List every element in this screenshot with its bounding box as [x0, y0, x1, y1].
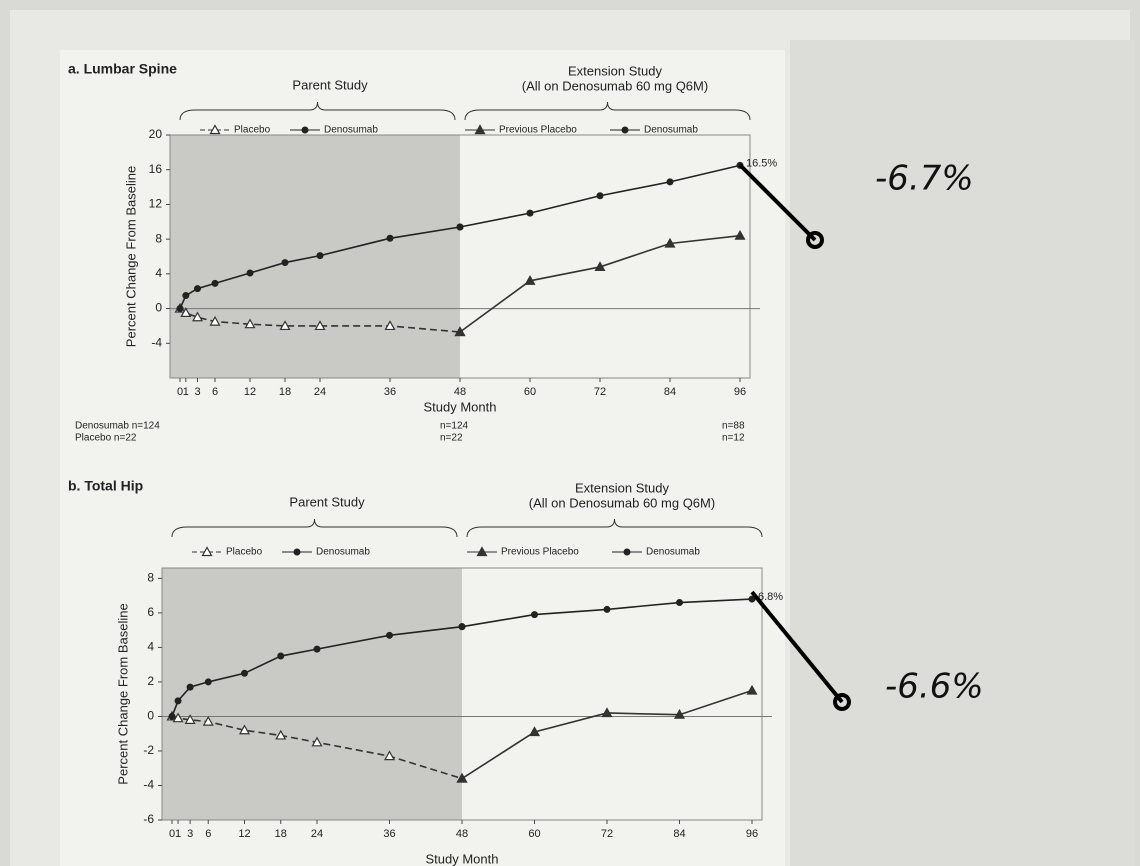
legend-label: Previous Placebo [499, 125, 577, 136]
legend-label: Previous Placebo [501, 547, 579, 558]
x-tick-label: 36 [384, 386, 396, 398]
y-tick-label: 20 [149, 127, 163, 141]
x-tick-label: 3 [187, 828, 193, 840]
page: {"chart_data": [ {"type": "line", "title… [0, 0, 1140, 866]
legend-marker [624, 549, 631, 556]
x-tick-label: 72 [601, 828, 613, 840]
n-label: n=22 [440, 433, 463, 444]
y-tick-label: 0 [147, 709, 154, 723]
legend-label: Denosumab [646, 547, 700, 558]
y-tick-label: -4 [151, 335, 162, 349]
data-point [387, 235, 394, 242]
extension-label: Extension Study [575, 480, 669, 495]
x-tick-label: 96 [746, 828, 758, 840]
n-label: n=124 [440, 421, 469, 432]
data-point [241, 670, 248, 677]
y-tick-label: 2 [147, 674, 154, 688]
x-tick-label: 48 [456, 828, 468, 840]
x-tick-label: 36 [383, 828, 395, 840]
data-point [205, 678, 212, 685]
data-point [187, 684, 194, 691]
x-tick-label: 18 [275, 828, 287, 840]
y-axis-label: Percent Change From Baseline [123, 166, 138, 347]
extension-label: Extension Study [568, 63, 662, 78]
data-point [604, 606, 611, 613]
data-point [314, 646, 321, 653]
data-point [527, 210, 534, 217]
data-point [459, 623, 466, 630]
x-tick-label: 84 [673, 828, 685, 840]
chart: a. Lumbar Spine Parent Study Extension Stu… [0, 0, 1140, 866]
legend-label: Placebo [226, 547, 263, 558]
legend-label: Denosumab [644, 125, 698, 136]
y-axis-label: Percent Change From Baseline [115, 603, 130, 784]
y-tick-label: 6 [147, 605, 154, 619]
x-tick-label: 1 [183, 386, 189, 398]
y-tick-label: 8 [155, 231, 162, 245]
handwritten-note: -6.6% [885, 667, 984, 707]
data-point [317, 252, 324, 259]
y-tick-label: -4 [143, 778, 154, 792]
y-tick-label: 8 [147, 571, 154, 585]
x-tick-label: 96 [734, 386, 746, 398]
x-axis-label: Study Month [426, 851, 499, 866]
legend-marker [294, 549, 301, 556]
x-tick-label: 72 [594, 386, 606, 398]
data-point [386, 632, 393, 639]
extension-label: (All on Denosumab 60 mg Q6M) [522, 78, 708, 93]
data-point [177, 305, 184, 312]
x-tick-label: 3 [194, 386, 200, 398]
legend-label: Denosumab [316, 547, 370, 558]
x-tick-label: 48 [454, 386, 466, 398]
x-tick-label: 24 [314, 386, 326, 398]
n-label: n=12 [722, 433, 745, 444]
handwritten-note: -6.7% [875, 159, 974, 199]
legend-label: Placebo [234, 125, 271, 136]
x-tick-label: 6 [212, 386, 218, 398]
y-tick-label: 4 [155, 266, 162, 280]
legend-label: Denosumab [324, 125, 378, 136]
x-axis-label: Study Month [424, 399, 497, 414]
x-tick-label: 1 [175, 828, 181, 840]
data-point [175, 697, 182, 704]
data-point [169, 713, 176, 720]
data-point [282, 259, 289, 266]
data-point [531, 611, 538, 618]
y-tick-label: -2 [143, 743, 154, 757]
data-point [194, 285, 201, 292]
extension-label: (All on Denosumab 60 mg Q6M) [529, 495, 715, 510]
n-label: n=88 [722, 421, 745, 432]
chart-title: a. Lumbar Spine [68, 61, 177, 77]
data-point [182, 292, 189, 299]
chart-title: b. Total Hip [68, 478, 143, 494]
data-point [277, 653, 284, 660]
x-tick-label: 18 [279, 386, 291, 398]
data-point [247, 269, 254, 276]
y-tick-label: 4 [147, 640, 154, 654]
data-point [457, 223, 464, 230]
value-label: 16.5% [746, 157, 777, 169]
x-tick-label: 12 [244, 386, 256, 398]
legend-marker [622, 127, 629, 134]
x-tick-label: 84 [664, 386, 676, 398]
y-tick-label: 16 [149, 162, 163, 176]
x-tick-label: 60 [528, 828, 540, 840]
n-label: Placebo n=22 [75, 433, 137, 444]
data-point [597, 192, 604, 199]
parent-shading [162, 568, 462, 820]
x-tick-label: 6 [205, 828, 211, 840]
data-point [667, 178, 674, 185]
n-label: Denosumab n=124 [75, 421, 160, 432]
x-tick-label: 60 [524, 386, 536, 398]
x-tick-label: 24 [311, 828, 323, 840]
parent-label: Parent Study [292, 77, 368, 92]
y-tick-label: 12 [149, 197, 163, 211]
data-point [676, 599, 683, 606]
x-tick-label: 12 [238, 828, 250, 840]
parent-label: Parent Study [289, 494, 365, 509]
y-tick-label: 0 [155, 301, 162, 315]
legend-marker [302, 127, 309, 134]
y-tick-label: -6 [143, 812, 154, 826]
data-point [212, 280, 219, 287]
